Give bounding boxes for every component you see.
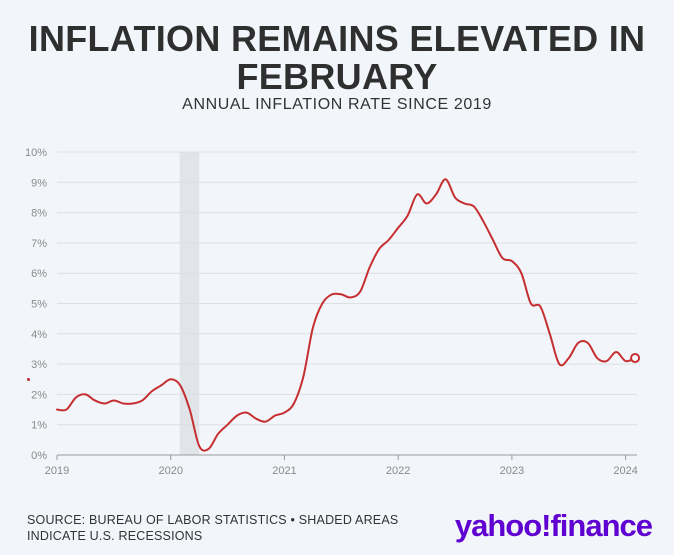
data-point <box>246 412 248 414</box>
y-tick-label: 7% <box>31 238 47 250</box>
data-point <box>321 303 323 305</box>
data-point <box>511 260 513 262</box>
data-point <box>170 378 172 380</box>
data-point <box>217 433 219 435</box>
data-point <box>331 293 333 295</box>
y-tick-label: 5% <box>31 299 47 311</box>
y-tick-label: 1% <box>31 420 47 432</box>
logo-bang-text: ! <box>541 508 551 543</box>
data-point <box>113 399 115 401</box>
data-point <box>568 357 570 359</box>
data-point <box>492 239 494 241</box>
data-point <box>227 424 229 426</box>
data-point <box>416 193 418 195</box>
data-point <box>539 306 541 308</box>
x-tick-label: 2020 <box>158 465 182 477</box>
data-point <box>151 390 153 392</box>
data-point <box>378 248 380 250</box>
data-point <box>625 360 627 362</box>
data-point <box>388 239 390 241</box>
data-point <box>463 203 465 205</box>
data-point <box>94 399 96 401</box>
data-point <box>132 402 134 404</box>
data-point <box>340 293 342 295</box>
inflation-series-line <box>56 178 637 452</box>
y-tick-label: 3% <box>31 359 47 371</box>
y-tick-label: 6% <box>31 268 47 280</box>
data-point <box>596 357 598 359</box>
x-tick-label: 2021 <box>272 465 296 477</box>
stray-dot-marker <box>27 378 30 381</box>
latest-value-marker <box>630 353 641 364</box>
chart-subtitle: ANNUAL INFLATION RATE SINCE 2019 <box>182 96 492 113</box>
data-point <box>549 333 551 335</box>
data-point <box>615 351 617 353</box>
data-point <box>160 384 162 386</box>
y-tick-label: 10% <box>25 147 47 159</box>
data-point <box>75 396 77 398</box>
data-point <box>435 193 437 195</box>
yahoo-finance-logo: yahoo!finance <box>454 508 653 544</box>
logo-finance-text: finance <box>550 508 653 543</box>
data-point <box>208 448 210 450</box>
data-point <box>501 257 503 259</box>
data-point <box>397 227 399 229</box>
data-point <box>359 290 361 292</box>
data-point <box>558 363 560 365</box>
x-tick-label: 2023 <box>500 465 524 477</box>
data-point <box>236 415 238 417</box>
y-tick-label: 2% <box>31 389 47 401</box>
y-tick-label: 4% <box>31 329 47 341</box>
data-point <box>587 342 589 344</box>
data-point <box>84 393 86 395</box>
data-point <box>103 402 105 404</box>
data-point <box>122 402 124 404</box>
source-note: SOURCE: BUREAU OF LABOR STATISTICS • SHA… <box>27 512 398 544</box>
data-point <box>302 375 304 377</box>
data-point <box>520 272 522 274</box>
data-point <box>350 296 352 298</box>
x-tick-label: 2022 <box>386 465 410 477</box>
data-point <box>198 445 200 447</box>
source-line-1: SOURCE: BUREAU OF LABOR STATISTICS • SHA… <box>27 513 399 527</box>
x-tick-label: 2024 <box>613 465 637 477</box>
data-point <box>445 178 447 180</box>
data-point <box>426 203 428 205</box>
x-tick-label: 2019 <box>45 465 69 477</box>
source-line-2: INDICATE U.S. RECESSIONS <box>27 529 203 543</box>
y-tick-label: 9% <box>31 177 47 189</box>
data-point <box>473 206 475 208</box>
data-point <box>283 412 285 414</box>
title-line-1: INFLATION REMAINS ELEVATED IN <box>28 18 646 59</box>
data-point <box>264 421 266 423</box>
data-point <box>577 342 579 344</box>
data-point <box>255 418 257 420</box>
line-chart: 0% 1% 2% 3% 4% 5% 6% 7% 8% 9% 10% 2019 2020 2021 2022 2… <box>25 147 641 477</box>
data-point <box>407 215 409 217</box>
data-point <box>312 327 314 329</box>
data-point <box>454 196 456 198</box>
y-tick-label: 8% <box>31 208 47 220</box>
logo-yahoo-text: yahoo <box>454 508 542 543</box>
chart-title: INFLATION REMAINS ELEVATED IN FEBRUARY <box>0 20 674 96</box>
y-tick-label: 0% <box>31 450 47 462</box>
data-point <box>293 402 295 404</box>
data-point <box>369 266 371 268</box>
data-point <box>189 409 191 411</box>
data-point <box>274 415 276 417</box>
data-point <box>482 221 484 223</box>
title-line-2: FEBRUARY <box>236 56 438 97</box>
data-point <box>179 384 181 386</box>
data-point <box>606 360 608 362</box>
data-point <box>141 399 143 401</box>
data-point <box>530 303 532 305</box>
data-point <box>56 409 58 411</box>
data-point <box>65 409 67 411</box>
